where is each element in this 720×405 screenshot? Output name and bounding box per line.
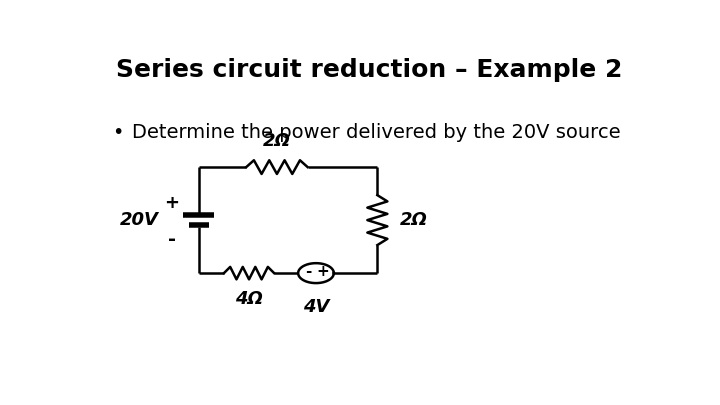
- Text: •: •: [112, 124, 124, 143]
- Text: +: +: [165, 194, 179, 212]
- Text: 2Ω: 2Ω: [263, 132, 291, 150]
- Text: 4V: 4V: [303, 298, 329, 316]
- Text: -: -: [168, 230, 176, 249]
- Text: Determine the power delivered by the 20V source: Determine the power delivered by the 20V…: [132, 124, 621, 143]
- Text: 4Ω: 4Ω: [235, 290, 263, 308]
- Text: 20V: 20V: [120, 211, 158, 229]
- Text: 2Ω: 2Ω: [400, 211, 428, 229]
- Text: +: +: [317, 264, 330, 279]
- Text: -: -: [305, 264, 311, 279]
- Text: Series circuit reduction – Example 2: Series circuit reduction – Example 2: [116, 58, 622, 82]
